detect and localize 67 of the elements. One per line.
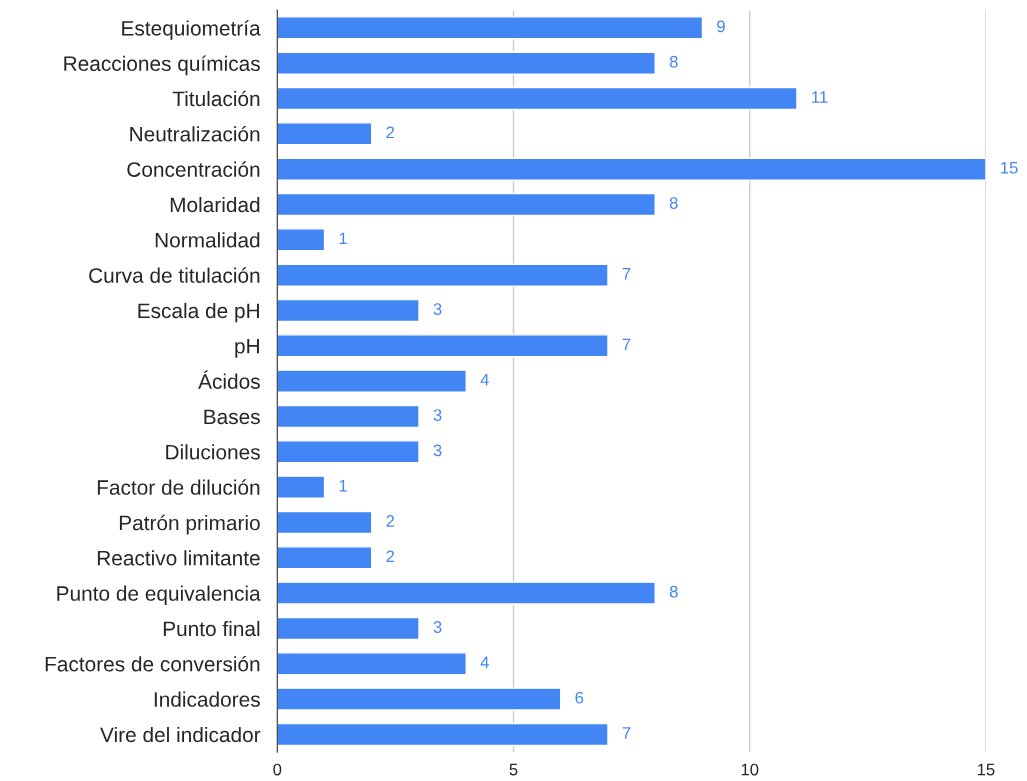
bar xyxy=(277,51,656,75)
y-tick-label: Curva de titulación xyxy=(89,267,260,283)
data-label: 8 xyxy=(669,585,678,598)
data-label: 2 xyxy=(386,550,395,563)
y-tick-label: Diluciones xyxy=(166,444,260,460)
data-label: 6 xyxy=(575,691,584,704)
bar xyxy=(277,16,704,40)
y-tick-label: Factor de dilución xyxy=(97,479,260,495)
y-tick-label: Concentración xyxy=(127,161,260,177)
bar xyxy=(277,369,467,393)
data-label: 9 xyxy=(717,20,725,33)
bar xyxy=(277,404,420,429)
y-tick-label: Estequiometría xyxy=(122,20,261,40)
y-tick-label: Titulación xyxy=(172,90,260,107)
y-tick-label: Escala de pH xyxy=(138,302,259,323)
x-tick-label: 10 xyxy=(741,763,759,776)
bar xyxy=(277,298,420,323)
bar xyxy=(277,687,562,711)
bar xyxy=(277,616,420,641)
bar xyxy=(277,228,326,252)
data-label: 3 xyxy=(433,303,442,315)
data-label: 1 xyxy=(339,479,347,492)
y-tick-label: Reacciones químicas xyxy=(64,55,260,76)
bar xyxy=(277,722,609,747)
bar xyxy=(277,475,326,499)
bar xyxy=(277,192,656,217)
data-label: 7 xyxy=(622,338,631,351)
data-label: 3 xyxy=(433,409,442,421)
data-label: 3 xyxy=(433,621,442,633)
y-tick-label: pH xyxy=(235,339,259,358)
bar xyxy=(277,546,373,570)
y-tick-label: Vire del indicador xyxy=(100,726,261,743)
data-label: 8 xyxy=(669,197,678,209)
bar xyxy=(277,334,609,358)
y-tick-label: Neutralización xyxy=(130,126,260,142)
x-tick-label: 0 xyxy=(273,763,282,776)
y-tick-label: Bases xyxy=(204,409,260,425)
bar xyxy=(277,510,373,535)
data-label: 4 xyxy=(480,373,489,386)
bar xyxy=(277,440,420,464)
y-tick-label: Ácidos xyxy=(198,370,260,389)
data-label: 4 xyxy=(480,656,489,669)
y-tick-label: Normalidad xyxy=(155,232,260,248)
y-tick-label: Molaridad xyxy=(170,196,260,213)
data-label: 8 xyxy=(669,55,678,68)
y-tick-label: Indicadores xyxy=(154,691,260,707)
x-tick-label: 15 xyxy=(977,763,995,776)
bar xyxy=(277,157,986,181)
data-label: 11 xyxy=(812,91,828,103)
y-tick-label: Punto de equivalencia xyxy=(57,585,261,605)
data-label: 2 xyxy=(386,126,395,139)
data-label: 15 xyxy=(1001,161,1018,174)
y-tick-label: Punto final xyxy=(163,620,260,637)
y-tick-label: Patrón primario xyxy=(119,514,260,535)
data-label: 1 xyxy=(339,232,347,245)
data-label: 3 xyxy=(433,444,442,457)
bar xyxy=(277,263,609,287)
bar xyxy=(277,652,467,676)
bar xyxy=(277,581,656,605)
y-tick-label: Factores de conversión xyxy=(45,655,260,672)
data-label: 2 xyxy=(386,515,395,527)
bar xyxy=(277,122,373,146)
data-label: 7 xyxy=(622,727,631,739)
bar xyxy=(277,86,798,111)
data-label: 7 xyxy=(622,267,631,280)
y-tick-label: Reactivo limitante xyxy=(97,550,260,566)
x-tick-label: 5 xyxy=(509,763,518,776)
